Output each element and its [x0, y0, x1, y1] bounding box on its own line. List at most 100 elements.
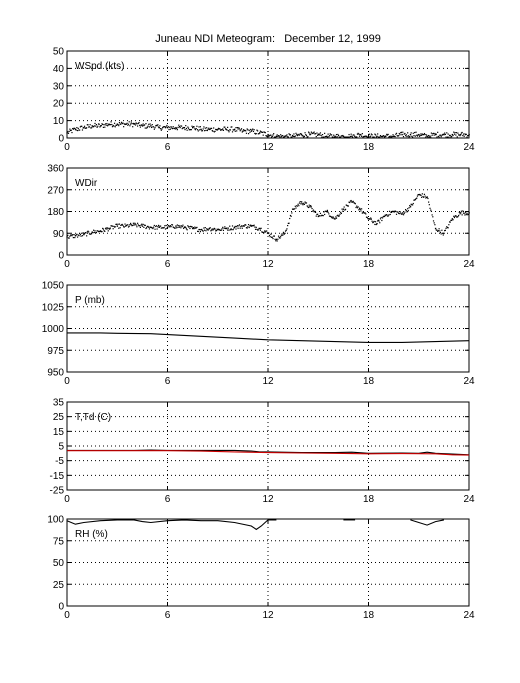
wind-direction-point — [395, 210, 397, 213]
wind-speed-point — [231, 126, 233, 128]
wind-direction-point — [180, 225, 183, 227]
wind-speed-point — [111, 126, 114, 128]
wind-speed-point — [178, 124, 180, 126]
wind-direction-point — [217, 229, 219, 231]
wind-direction-ytick-label: 0 — [58, 251, 64, 262]
wind-direction-point — [438, 228, 440, 230]
wind-direction-point — [303, 203, 305, 205]
wind-direction-point — [432, 220, 435, 222]
wind-speed-point — [236, 130, 238, 132]
wind-speed-point — [267, 133, 269, 136]
wind-speed-point — [138, 122, 140, 124]
wind-speed-point — [466, 136, 468, 138]
wind-direction-point — [281, 233, 283, 235]
wind-direction-point — [92, 232, 94, 234]
wind-direction-point — [287, 222, 289, 225]
wind-direction-point — [160, 225, 162, 227]
wind-speed-point — [372, 136, 375, 138]
wind-direction-point — [453, 216, 456, 219]
wind-speed-point — [446, 136, 449, 138]
wind-speed-point — [412, 132, 414, 134]
wind-direction-point — [125, 224, 128, 227]
wind-direction-point — [436, 229, 438, 231]
wind-direction-point — [192, 227, 194, 230]
wind-direction-point — [386, 215, 389, 217]
wind-direction-point — [317, 213, 319, 215]
wind-direction-point — [252, 225, 255, 227]
wind-direction-point — [415, 198, 417, 200]
wind-speed-point — [285, 135, 287, 137]
wind-speed-point — [438, 136, 440, 138]
wind-speed-point — [380, 135, 382, 138]
wind-direction-point — [253, 224, 255, 226]
wind-speed-point — [284, 135, 286, 138]
wind-speed-point — [238, 127, 240, 129]
wind-speed-point — [294, 135, 296, 137]
wind-direction-point — [213, 227, 215, 230]
wind-speed-point — [253, 129, 255, 131]
wind-speed-point — [459, 135, 461, 137]
wind-direction-point — [303, 202, 305, 204]
wind-speed-point — [427, 136, 429, 138]
wind-speed-point — [445, 136, 447, 138]
wind-direction-point — [434, 227, 437, 230]
wind-speed-panel: 0 6 12 18 24 0 10 20 30 40 50 WSpd (kts) — [53, 47, 475, 154]
wind-speed-point — [254, 132, 256, 135]
wind-speed-point — [206, 127, 208, 129]
wind-speed-point — [150, 125, 152, 127]
wind-speed-point — [411, 135, 413, 137]
wind-speed-point — [219, 128, 221, 130]
pressure-xtick-label: 18 — [363, 376, 375, 387]
wind-speed-point — [249, 131, 251, 133]
wind-speed-point — [203, 126, 205, 128]
wind-direction-point — [439, 230, 441, 232]
wind-speed-point — [146, 127, 148, 129]
wind-direction-point — [130, 222, 132, 225]
wind-direction-point — [367, 218, 370, 220]
wind-speed-point — [414, 135, 416, 137]
wind-direction-point — [114, 226, 116, 228]
wind-direction-point — [263, 232, 265, 234]
wind-speed-point — [424, 133, 426, 136]
pressure-xtick-label: 24 — [463, 376, 475, 387]
wind-direction-point — [183, 226, 186, 229]
wind-direction-point — [312, 210, 314, 212]
wind-direction-point — [224, 227, 227, 230]
wind-speed-point — [434, 132, 436, 135]
temperature-dewpoint-xtick-label: 6 — [165, 494, 171, 505]
wind-speed-point — [99, 125, 102, 127]
wind-speed-point — [271, 135, 273, 137]
wind-speed-point — [301, 135, 303, 137]
wind-speed-point — [384, 135, 387, 138]
wind-direction-point — [227, 227, 229, 229]
wind-direction-point — [409, 204, 411, 207]
wind-speed-xtick-label: 18 — [363, 142, 375, 153]
wind-speed-point — [151, 124, 153, 126]
wind-direction-point — [364, 212, 366, 214]
wind-speed-point — [97, 123, 100, 125]
wind-speed-point — [157, 126, 160, 128]
wind-speed-point — [118, 121, 121, 124]
wind-direction-point — [127, 224, 129, 226]
wind-speed-point — [169, 126, 171, 128]
wind-speed-point — [202, 128, 204, 130]
wind-direction-point — [231, 225, 234, 227]
wind-direction-point — [164, 225, 166, 227]
wind-speed-point — [416, 135, 419, 137]
wind-speed-point — [396, 135, 398, 137]
wind-direction-point — [356, 207, 359, 209]
wind-direction-point — [365, 213, 367, 215]
wind-speed-point — [404, 132, 406, 135]
wind-direction-point — [141, 225, 144, 227]
wind-direction-point — [163, 227, 165, 229]
wind-direction-point — [212, 229, 214, 231]
wind-speed-point — [218, 128, 220, 130]
temperature-dewpoint-xtick-label: 24 — [463, 494, 475, 505]
wind-direction-point — [466, 212, 468, 214]
wind-speed-point — [188, 129, 190, 131]
wind-direction-point — [455, 216, 458, 218]
wind-speed-ytick-label: 30 — [53, 81, 65, 92]
wind-direction-point — [150, 226, 152, 229]
wind-speed-point — [356, 133, 359, 135]
wind-direction-point — [122, 224, 124, 227]
